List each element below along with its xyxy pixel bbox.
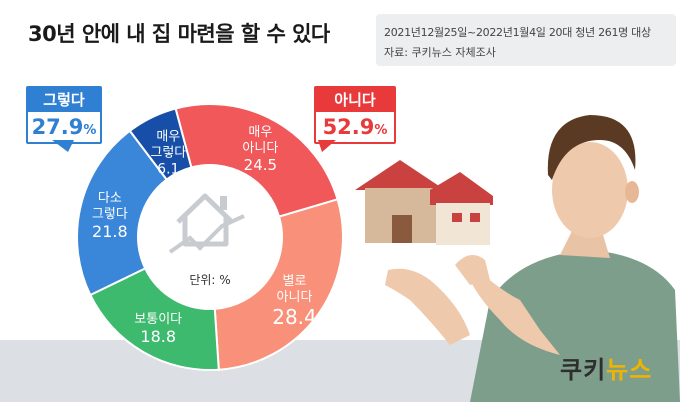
center-house-icon [168, 193, 245, 254]
donut-slice [128, 107, 193, 181]
slice-value: 28.4 [272, 305, 317, 329]
no-callout-label: 아니다 [316, 88, 394, 112]
slice-value: 6.1 [157, 162, 179, 178]
slice-label: 다소 그렇다 21.8 [92, 191, 128, 241]
slice-label: 보통이다 18.8 [134, 312, 182, 346]
slice-label: 매우 아니다 24.5 [242, 125, 278, 174]
no-callout-pointer [318, 140, 336, 152]
slice-value: 21.8 [92, 222, 128, 241]
slice-label: 별로 아니다 28.4 [272, 274, 317, 329]
slice-value: 18.8 [140, 327, 176, 346]
slice-label: 매우 그렇다 6.1 [150, 130, 186, 178]
yes-callout: 그렇다 27.9% [26, 86, 102, 144]
donut-slice [174, 103, 339, 218]
no-callout-value: 52.9% [322, 115, 388, 139]
source-box: 2021년12월25일~2022년1월4일 20대 청년 261명 대상 자료:… [376, 14, 676, 66]
house-illustration [355, 160, 493, 245]
survey-info: 2021년12월25일~2022년1월4일 20대 청년 261명 대상 [384, 26, 651, 39]
donut-chart: 매우 아니다 24.5 별로 아니다 28.4 보통이다 18.8 다소 그렇다 21.8 매우 그렇다… [76, 103, 344, 371]
yes-callout-value: 27.9% [31, 115, 97, 139]
source-note: 자료: 쿠키뉴스 자체조사 [384, 46, 496, 59]
yes-callout-label: 그렇다 [28, 88, 100, 112]
donut-slice [76, 129, 169, 297]
no-callout: 아니다 52.9% [314, 86, 396, 144]
logo: 쿠키뉴스 [560, 356, 653, 384]
chart-title: 30년 안에 내 집 마련을 할 수 있다 [28, 22, 330, 46]
man-illustration [385, 115, 680, 402]
donut-slice [213, 198, 344, 371]
center-unit-label: 단위: % [189, 273, 230, 287]
slice-value: 24.5 [244, 156, 277, 174]
yes-callout-pointer [52, 140, 74, 152]
